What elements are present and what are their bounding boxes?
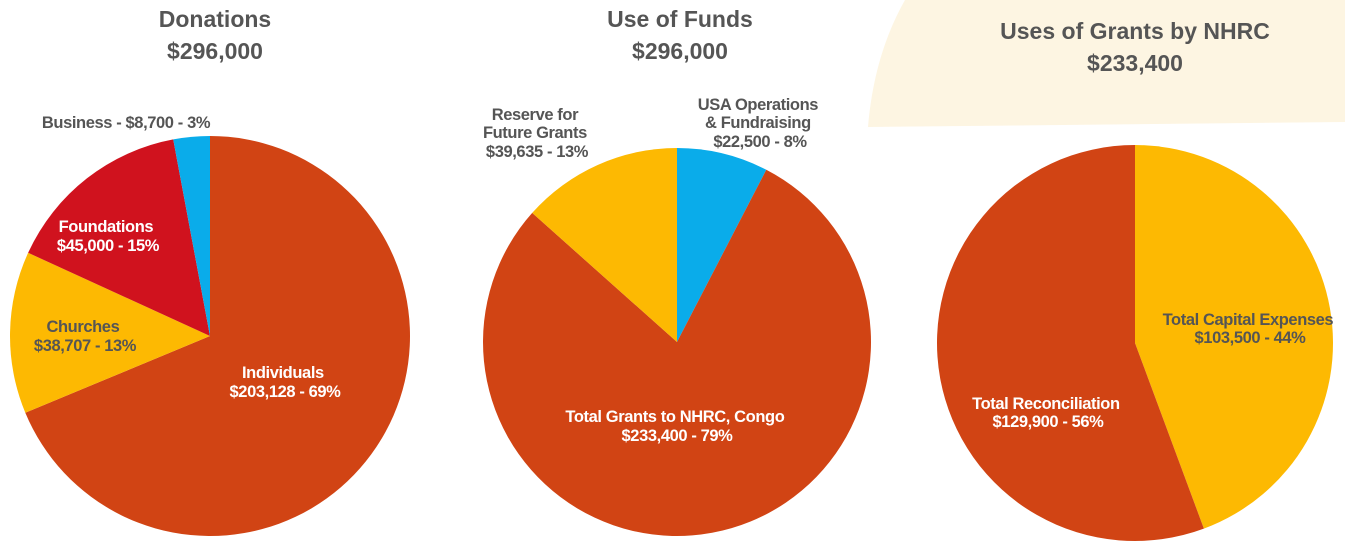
- label-business: Business - $8,700 - 3%: [42, 114, 211, 132]
- label-churches: Churches $38,707 - 13%: [34, 318, 137, 355]
- slice-value: $103,500 - 44%: [1195, 329, 1307, 347]
- chart-total: $233,400: [1087, 50, 1183, 76]
- pie-slice-total-capital-expenses: [1135, 145, 1333, 529]
- chart-title: Use of Funds: [607, 6, 753, 32]
- label-usa-operations: USA Operations & Fundraising $22,500 - 8…: [698, 96, 823, 151]
- slice-name: Churches: [46, 318, 119, 336]
- slice-name: Business: [42, 114, 112, 132]
- slice-value: $39,635 - 13%: [486, 143, 589, 161]
- pie-slice-usa-operations-fundraising: [677, 148, 767, 342]
- slice-name: Total Grants to NHRC, Congo: [565, 408, 784, 426]
- pie-slice-churches: [9, 252, 210, 413]
- slice-value: $203,128 - 69%: [230, 383, 342, 401]
- chart-total: $296,000: [632, 38, 728, 64]
- pie-slice-reserve-for-future-grants: [532, 148, 677, 342]
- donations-title: Donations $296,000: [0, 3, 430, 67]
- pie-slice-total-reconciliation: [937, 145, 1204, 541]
- donations-pie: Individuals $203,128 - 69% Churches $38,…: [9, 114, 410, 536]
- chart-title: Donations: [158, 6, 272, 32]
- slice-name: Foundations: [59, 218, 154, 236]
- slice-value: $22,500 - 8%: [713, 133, 807, 151]
- label-total-grants: Total Grants to NHRC, Congo $233,400 - 7…: [565, 408, 788, 445]
- pie-slice-total-grants-to-nhrc-congo: [483, 169, 871, 536]
- slice-name: Individuals: [242, 364, 324, 382]
- uses-of-grants-title: Uses of Grants by NHRC $233,400: [925, 15, 1345, 79]
- pie-slice-foundations: [28, 139, 211, 336]
- use-of-funds-title: Use of Funds $296,000: [470, 3, 890, 67]
- chart-total: $296,000: [167, 38, 263, 64]
- uses-of-grants-pie: Total Capital Expenses $103,500 - 44% To…: [937, 145, 1338, 541]
- slice-name: USA Operations: [698, 96, 819, 114]
- slice-value: $233,400 - 79%: [622, 427, 734, 445]
- pie-slice-individuals: [25, 136, 410, 536]
- slice-value: $129,900 - 56%: [993, 413, 1105, 431]
- slice-value: $45,000 - 15%: [57, 237, 160, 255]
- slice-name: Reserve for: [492, 106, 579, 124]
- slice-name: Total Capital Expenses: [1163, 311, 1334, 329]
- slice-value: $38,707 - 13%: [34, 337, 137, 355]
- uses-of-grants-chart: Uses of Grants by NHRC $233,400 Total Ca…: [925, 0, 1345, 547]
- label-foundations: Foundations $45,000 - 15%: [57, 218, 160, 255]
- slice-name: Total Reconciliation: [972, 395, 1120, 413]
- label-reconciliation: Total Reconciliation $129,900 - 56%: [972, 395, 1124, 431]
- label-reserve: Reserve for Future Grants $39,635 - 13%: [483, 106, 591, 161]
- label-capital-expenses: Total Capital Expenses $103,500 - 44%: [1163, 311, 1338, 347]
- label-individuals: Individuals $203,128 - 69%: [230, 364, 342, 401]
- chart-title: Uses of Grants by NHRC: [1000, 18, 1270, 44]
- donations-chart: Donations $296,000 Individuals $203,128 …: [0, 0, 430, 547]
- use-of-funds-pie: USA Operations & Fundraising $22,500 - 8…: [483, 96, 871, 536]
- pie-slice-business: [173, 136, 210, 336]
- use-of-funds-chart: Use of Funds $296,000 USA Operations & F…: [470, 0, 890, 547]
